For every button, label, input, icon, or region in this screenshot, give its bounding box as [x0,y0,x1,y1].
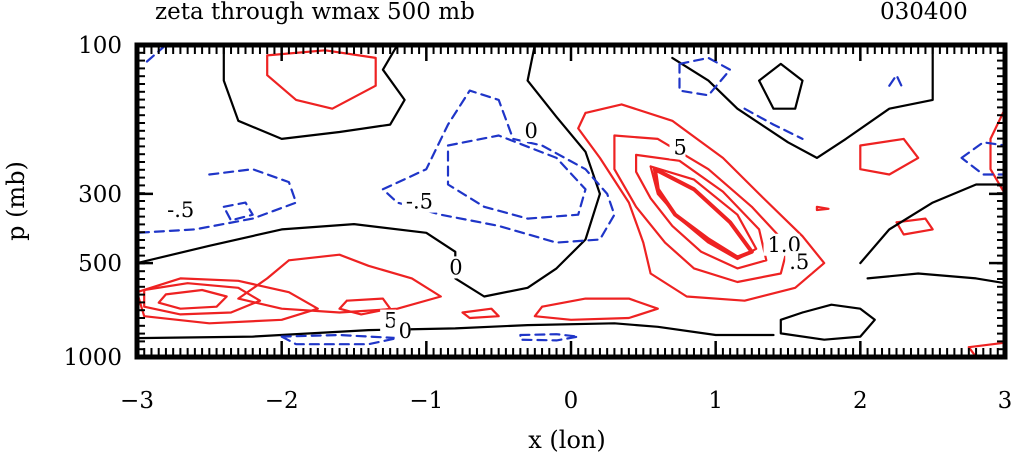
contour-label-bg [394,319,411,342]
contour-line-zero-18 [137,45,601,298]
contour-label: .5 [789,250,809,274]
x-tick-label: −3 [120,388,154,414]
x-tick-label: 2 [853,388,868,414]
contour-line-positive-16 [989,107,1005,195]
contour-label-bg [445,256,462,279]
contour-line-negative-34 [960,141,1005,176]
contour-line-positive-17 [967,341,1005,357]
contour-line-negative-36 [888,74,905,92]
contour-line-positive-7 [157,288,228,310]
contour-label-bg [669,136,686,159]
contour-line-positive-5 [137,277,319,325]
time-label: 030400 [880,0,968,25]
contour-line-zero-24 [137,322,775,340]
contour-line-negative-30 [678,56,732,97]
contour-label-bg [763,233,800,256]
contour-label: 0 [399,319,412,343]
contour-line-positive-6 [143,282,262,316]
contour-line-zero-25 [758,62,804,110]
contour-line-zero-21 [779,303,876,341]
contour-line-positive-1 [613,134,790,284]
contour-label-bg [163,198,200,221]
contour-line-positive-10 [461,307,500,320]
contour-label: 0 [449,255,462,279]
contour-label: 0 [524,119,537,143]
contour-label: 5 [674,136,687,160]
contour-layer: 05-.5-.51.00.55 0 [137,45,1005,357]
contour-line-zero-20 [671,45,934,159]
y-tick-label: 300 [78,182,122,208]
contour-line-negative-27 [446,134,587,220]
contour-line-positive-4 [652,167,754,260]
contour-line-negative-35 [137,45,167,65]
contour-label: -.5 [167,198,194,222]
contour-label: -.5 [406,190,433,214]
contour-label-bg [520,119,537,142]
chart-title: zeta through wmax 500 mb [155,0,475,25]
contour-line-negative-28 [137,168,298,234]
x-tick-label: 3 [998,388,1013,414]
contour-line-zero-23 [866,272,1005,285]
contour-label-bg [380,309,397,332]
contour-line-positive-9 [338,297,392,316]
x-tick-label: 1 [708,388,723,414]
contour-line-negative-26 [381,89,616,244]
contour-line-negative-29 [222,201,254,222]
contour-label: 5 [384,309,397,333]
contour-line-positive-12 [266,49,377,110]
y-axis-label: p (mb) [2,161,30,241]
contour-line-zero-19 [222,45,406,140]
y-tick-label: 1000 [63,345,122,371]
contour-line-negative-31 [743,107,804,140]
contour-line-negative-33 [519,333,580,342]
contour-label-bg [401,190,438,213]
y-tick-label: 100 [78,33,122,59]
contour-line-positive-8 [237,253,442,314]
contour-line-zero-22 [859,183,1005,265]
contour-line-positive-2 [635,153,768,270]
y-tick-label: 500 [78,251,122,277]
x-tick-label: −2 [265,388,299,414]
contour-label-bg [785,251,812,274]
contour-line-positive-14 [895,217,934,236]
contour-line-positive-0 [577,103,826,302]
contour-line-positive-15 [815,205,830,212]
x-tick-label: 0 [564,388,579,414]
x-axis-label: x (lon) [528,426,605,454]
x-tick-label: −1 [409,388,443,414]
plot-border [134,42,1008,360]
contour-line-negative-32 [280,333,399,346]
contour-line-positive-13 [859,137,920,176]
contour-line-positive-11 [533,297,659,321]
